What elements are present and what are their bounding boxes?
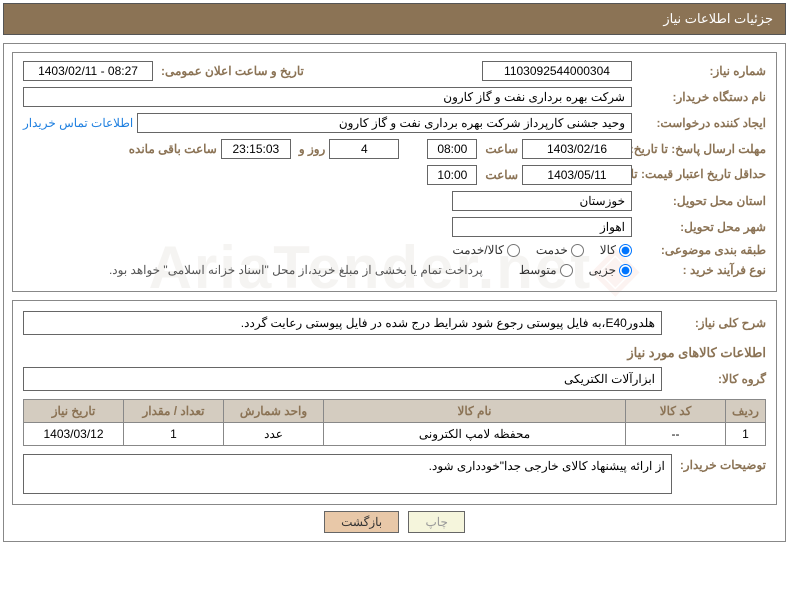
col-qty: تعداد / مقدار xyxy=(124,400,224,423)
form-panel: شماره نیاز: 1103092544000304 تاریخ و ساع… xyxy=(12,52,777,292)
value-buyer-notes: از ارائه پیشنهاد کالای خارجی جدا"خودداری… xyxy=(23,454,672,494)
radio-subject-goods[interactable]: کالا xyxy=(600,243,632,257)
items-section-title: اطلاعات کالاهای مورد نیاز xyxy=(23,345,766,361)
row-min-validity: حداقل تاریخ اعتبار قیمت: تا تاریخ: 1403/… xyxy=(23,165,766,185)
row-delivery-city: شهر محل تحویل: اهواز xyxy=(23,217,766,237)
page-header: جزئیات اطلاعات نیاز xyxy=(3,3,786,35)
cell-qty: 1 xyxy=(124,423,224,446)
label-deadline-time: ساعت xyxy=(481,142,518,156)
button-row: چاپ بازگشت xyxy=(12,511,777,533)
label-purchase-type: نوع فرآیند خرید : xyxy=(636,263,766,277)
col-index: ردیف xyxy=(726,400,766,423)
row-subject-class: طبقه بندی موضوعی: کالا خدمت کالا/خدمت xyxy=(23,243,766,257)
items-header-row: ردیف کد کالا نام کالا واحد شمارش تعداد /… xyxy=(24,400,766,423)
label-countdown-suffix: ساعت باقی مانده xyxy=(125,142,217,156)
label-buyer-notes: توضیحات خریدار: xyxy=(680,454,766,494)
details-panel: شرح کلی نیاز: هلدورE40،به فایل پیوستی رج… xyxy=(12,300,777,505)
items-table: ردیف کد کالا نام کالا واحد شمارش تعداد /… xyxy=(23,399,766,446)
row-delivery-province: استان محل تحویل: خوزستان xyxy=(23,191,766,211)
label-announce-datetime: تاریخ و ساعت اعلان عمومی: xyxy=(157,64,304,78)
value-deadline-date: 1403/02/16 xyxy=(522,139,632,159)
value-item-group: ابزارآلات الکتریکی xyxy=(23,367,662,391)
col-code: کد کالا xyxy=(626,400,726,423)
label-delivery-city: شهر محل تحویل: xyxy=(636,220,766,234)
purchase-note: پرداخت تمام یا بخشی از مبلغ خرید،از محل … xyxy=(109,263,483,277)
label-subject-class: طبقه بندی موضوعی: xyxy=(636,243,766,257)
label-countdown-mid: روز و xyxy=(295,142,326,156)
value-deadline-time: 08:00 xyxy=(427,139,477,159)
radio-subject-service[interactable]: خدمت xyxy=(536,243,584,257)
cell-code: -- xyxy=(626,423,726,446)
radio-purchase-medium[interactable]: متوسط xyxy=(519,263,573,277)
col-date: تاریخ نیاز xyxy=(24,400,124,423)
label-requester: ایجاد کننده درخواست: xyxy=(636,116,766,130)
row-request-number: شماره نیاز: 1103092544000304 تاریخ و ساع… xyxy=(23,61,766,81)
row-purchase-type: نوع فرآیند خرید : جزیی متوسط پرداخت تمام… xyxy=(23,263,766,277)
back-button[interactable]: بازگشت xyxy=(324,511,399,533)
label-min-validity-time: ساعت xyxy=(481,168,518,182)
row-item-group: گروه کالا: ابزارآلات الکتریکی xyxy=(23,367,766,391)
label-delivery-province: استان محل تحویل: xyxy=(636,194,766,208)
cell-unit: عدد xyxy=(224,423,324,446)
value-countdown-days: 4 xyxy=(329,139,399,159)
value-min-validity-time: 10:00 xyxy=(427,165,477,185)
value-requester: وحید جشنی کارپرداز شرکت بهره برداری نفت … xyxy=(137,113,632,133)
row-overview: شرح کلی نیاز: هلدورE40،به فایل پیوستی رج… xyxy=(23,311,766,335)
cell-index: 1 xyxy=(726,423,766,446)
value-countdown-time: 23:15:03 xyxy=(221,139,291,159)
print-button[interactable]: چاپ xyxy=(408,511,464,533)
page-title: جزئیات اطلاعات نیاز xyxy=(663,11,773,26)
label-buyer-org: نام دستگاه خریدار: xyxy=(636,90,766,104)
link-buyer-contact[interactable]: اطلاعات تماس خریدار xyxy=(23,116,133,130)
value-overview: هلدورE40،به فایل پیوستی رجوع شود شرایط د… xyxy=(23,311,662,335)
value-delivery-city: اهواز xyxy=(452,217,632,237)
radio-purchase-small[interactable]: جزیی xyxy=(589,263,632,277)
col-name: نام کالا xyxy=(324,400,626,423)
col-unit: واحد شمارش xyxy=(224,400,324,423)
radio-subject-both[interactable]: کالا/خدمت xyxy=(452,243,519,257)
radio-group-purchase: جزیی متوسط xyxy=(507,263,632,277)
cell-date: 1403/03/12 xyxy=(24,423,124,446)
label-overview: شرح کلی نیاز: xyxy=(666,316,766,330)
label-deadline: مهلت ارسال پاسخ: تا تاریخ: xyxy=(636,142,766,156)
row-requester: ایجاد کننده درخواست: وحید جشنی کارپرداز … xyxy=(23,113,766,133)
radio-group-subject: کالا خدمت کالا/خدمت xyxy=(440,243,632,257)
label-item-group: گروه کالا: xyxy=(666,372,766,386)
label-request-number: شماره نیاز: xyxy=(636,64,766,78)
value-buyer-org: شرکت بهره برداری نفت و گاز کارون xyxy=(23,87,632,107)
cell-name: محفظه لامپ الکترونی xyxy=(324,423,626,446)
table-row: 1 -- محفظه لامپ الکترونی عدد 1 1403/03/1… xyxy=(24,423,766,446)
value-delivery-province: خوزستان xyxy=(452,191,632,211)
row-deadline: مهلت ارسال پاسخ: تا تاریخ: 1403/02/16 سا… xyxy=(23,139,766,159)
value-announce-datetime: 1403/02/11 - 08:27 xyxy=(23,61,153,81)
main-container: شماره نیاز: 1103092544000304 تاریخ و ساع… xyxy=(3,43,786,542)
label-min-validity: حداقل تاریخ اعتبار قیمت: تا تاریخ: xyxy=(636,167,766,183)
row-buyer-org: نام دستگاه خریدار: شرکت بهره برداری نفت … xyxy=(23,87,766,107)
value-request-number: 1103092544000304 xyxy=(482,61,632,81)
row-buyer-notes: توضیحات خریدار: از ارائه پیشنهاد کالای خ… xyxy=(23,454,766,494)
value-min-validity-date: 1403/05/11 xyxy=(522,165,632,185)
